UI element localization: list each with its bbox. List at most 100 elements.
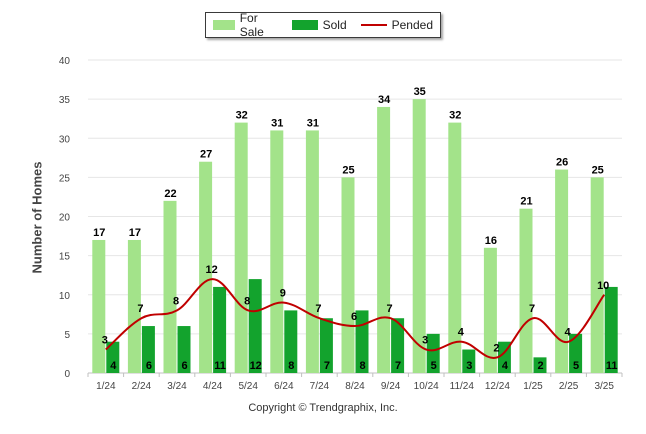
bar-for-sale — [234, 122, 248, 373]
data-label-pended: 3 — [422, 335, 428, 347]
data-label-sold: 8 — [359, 360, 365, 372]
data-label-sold: 11 — [606, 360, 618, 372]
line-pended — [105, 278, 606, 359]
data-label-for-sale: 21 — [520, 196, 532, 208]
data-label-sold: 4 — [502, 360, 509, 372]
data-label-sold: 11 — [214, 360, 226, 372]
x-tick-label: 2/25 — [559, 381, 579, 392]
legend-label-for-sale: For Sale — [239, 11, 264, 39]
data-label-pended: 4 — [458, 327, 465, 339]
bar-for-sale — [270, 130, 284, 373]
y-tick-label: 20 — [59, 213, 71, 224]
data-label-sold: 7 — [395, 360, 401, 372]
legend-label-pended: Pended — [391, 18, 433, 32]
bar-for-sale — [412, 99, 426, 373]
copyright-text: Copyright © Trendgraphix, Inc. — [248, 402, 398, 414]
data-label-for-sale: 25 — [342, 164, 354, 176]
x-tick-label: 1/25 — [523, 381, 543, 392]
bar-for-sale — [448, 122, 462, 373]
data-label-pended: 7 — [529, 303, 535, 315]
data-label-pended: 4 — [565, 327, 572, 339]
data-label-for-sale: 25 — [592, 164, 604, 176]
x-tick-label: 9/24 — [381, 381, 401, 392]
data-label-pended: 8 — [173, 295, 179, 307]
bar-sold — [391, 318, 405, 373]
x-tick-label: 8/24 — [345, 381, 365, 392]
data-label-sold: 2 — [537, 360, 543, 372]
bar-sold — [177, 326, 191, 373]
x-tick-label: 3/24 — [167, 381, 187, 392]
bar-sold — [569, 333, 583, 373]
bar-for-sale — [519, 208, 533, 373]
y-tick-label: 0 — [64, 369, 70, 380]
bar-sold — [533, 357, 547, 373]
data-label-sold: 5 — [573, 360, 579, 372]
bar-for-sale — [92, 239, 106, 373]
data-label-pended: 8 — [244, 295, 250, 307]
data-label-sold: 7 — [324, 360, 330, 372]
x-tick-label: 10/24 — [414, 381, 439, 392]
legend-swatch-sold — [291, 20, 318, 30]
bar-for-sale — [163, 200, 177, 373]
x-tick-label: 11/24 — [450, 381, 475, 392]
y-tick-label: 5 — [64, 330, 70, 341]
data-label-sold: 3 — [466, 360, 472, 372]
data-label-pended: 7 — [137, 303, 143, 315]
x-tick-label: 3/25 — [594, 381, 614, 392]
data-label-for-sale: 32 — [449, 110, 461, 122]
data-label-pended: 2 — [493, 342, 499, 354]
data-label-for-sale: 17 — [129, 227, 141, 239]
data-label-pended: 6 — [351, 311, 357, 323]
data-label-pended: 12 — [205, 264, 217, 276]
legend-item-for-sale[interactable]: For Sale — [213, 11, 278, 39]
x-tick-label: 7/24 — [310, 381, 330, 392]
data-label-sold: 5 — [431, 360, 437, 372]
y-axis-label: Number of Homes — [29, 161, 45, 274]
y-tick-label: 10 — [59, 291, 71, 302]
data-label-for-sale: 17 — [93, 227, 105, 239]
bar-for-sale — [590, 177, 604, 373]
x-tick-label: 5/24 — [238, 381, 258, 392]
data-label-for-sale: 27 — [200, 149, 212, 161]
bar-for-sale — [483, 247, 497, 373]
data-label-pended: 7 — [315, 303, 321, 315]
data-label-pended: 3 — [102, 335, 108, 347]
bar-sold — [248, 279, 262, 373]
legend-swatch-for-sale — [213, 20, 235, 30]
legend-label-sold: Sold — [322, 18, 347, 32]
x-tick-label: 6/24 — [274, 381, 294, 392]
y-tick-label: 30 — [59, 134, 71, 145]
data-label-for-sale: 16 — [485, 235, 497, 247]
legend-item-sold[interactable]: Sold — [291, 18, 347, 32]
data-label-for-sale: 34 — [378, 94, 391, 106]
bar-sold — [284, 310, 298, 373]
data-label-for-sale: 35 — [414, 86, 426, 98]
data-label-pended: 9 — [280, 288, 286, 300]
x-tick-label: 2/24 — [132, 381, 152, 392]
data-label-pended: 10 — [597, 280, 609, 292]
bar-sold — [462, 349, 476, 373]
y-tick-label: 25 — [59, 173, 71, 184]
legend-swatch-pended — [360, 24, 387, 26]
bar-for-sale — [377, 106, 391, 373]
bar-sold — [213, 286, 227, 373]
data-label-pended: 7 — [387, 303, 393, 315]
bar-sold — [106, 341, 120, 373]
data-label-sold: 6 — [181, 360, 187, 372]
data-label-sold: 6 — [146, 360, 152, 372]
bar-for-sale — [341, 177, 355, 373]
legend-item-pended[interactable]: Pended — [360, 18, 433, 32]
x-tick-label: 1/24 — [96, 381, 116, 392]
data-label-for-sale: 31 — [307, 117, 319, 129]
y-tick-label: 35 — [59, 95, 71, 106]
y-tick-label: 15 — [59, 252, 71, 263]
bar-for-sale — [127, 239, 141, 373]
bar-for-sale — [305, 130, 319, 373]
data-label-sold: 4 — [110, 360, 117, 372]
data-label-for-sale: 22 — [164, 188, 176, 200]
y-tick-label: 40 — [59, 56, 71, 67]
legend: For Sale Sold Pended — [205, 11, 441, 39]
data-label-for-sale: 31 — [271, 117, 283, 129]
bar-sold — [319, 318, 333, 373]
